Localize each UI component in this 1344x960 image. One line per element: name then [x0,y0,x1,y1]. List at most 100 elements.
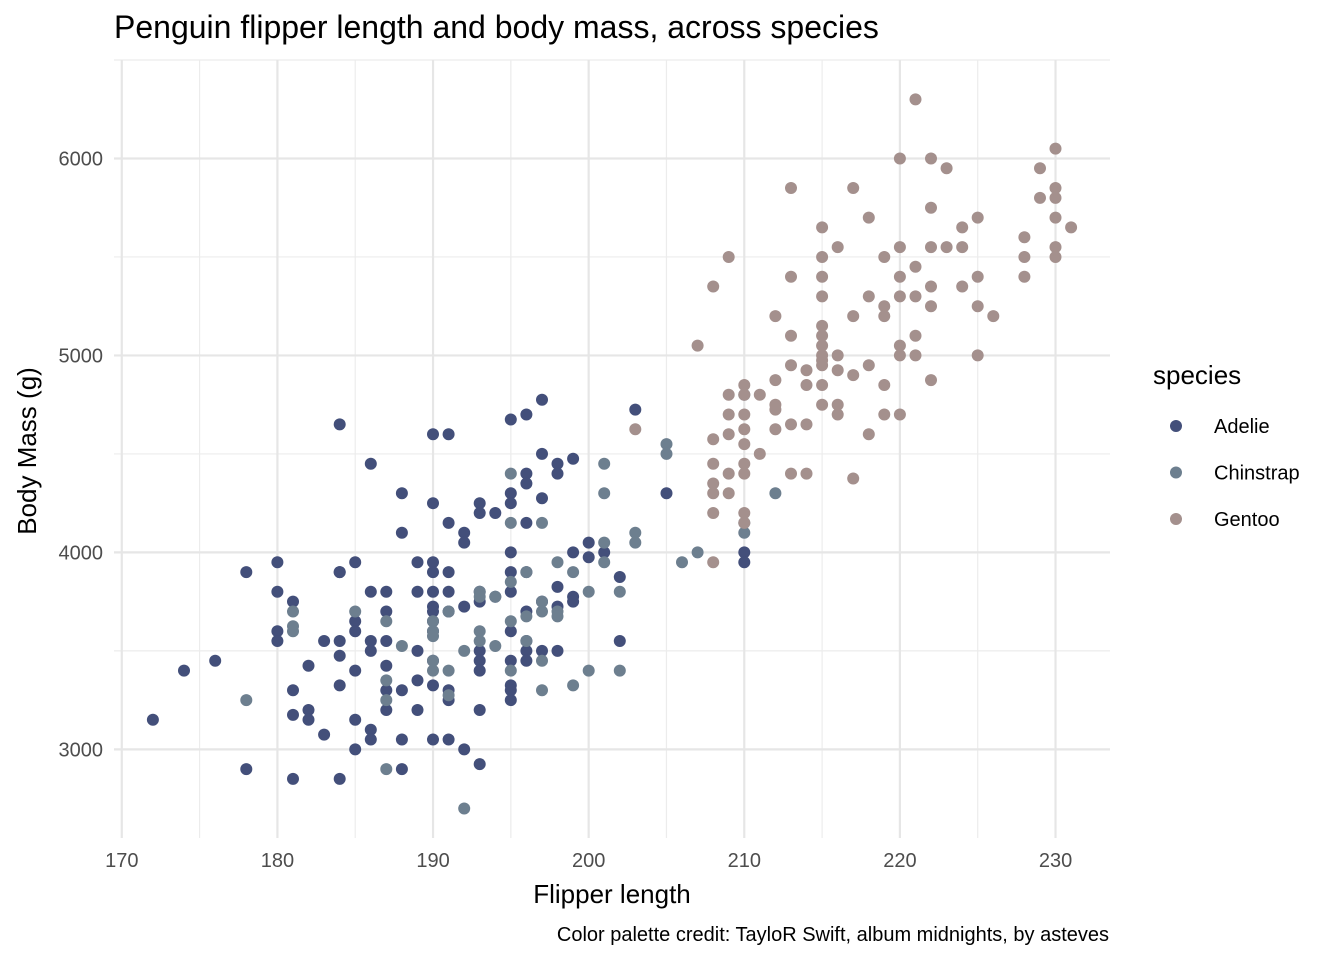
data-point [349,743,362,756]
data-point [629,536,642,549]
data-point [520,566,533,579]
data-point [427,664,439,677]
data-point [536,393,548,406]
data-point [504,625,517,638]
y-tick-label: 6000 [59,148,104,170]
data-point [893,152,906,165]
data-point [785,467,797,480]
data-point [427,585,439,598]
data-point [536,595,548,608]
data-point [598,556,611,569]
data-point [520,467,533,480]
data-point [567,452,580,465]
data-point [1065,221,1078,234]
data-point [925,300,937,313]
data-point [271,625,284,638]
data-point [536,684,548,697]
data-point [271,585,284,598]
data-point [504,684,517,697]
data-point [816,379,829,391]
data-point [520,635,533,647]
data-point [427,615,439,628]
data-point [395,684,408,697]
data-point [738,546,751,559]
data-point [878,310,891,323]
data-point [287,772,299,785]
data-point [287,605,299,618]
data-point [598,487,611,500]
data-point [676,556,688,569]
data-point [613,664,626,677]
data-point [831,408,844,421]
data-point [1049,251,1062,263]
data-point [442,689,455,702]
legend-title: species [1153,360,1241,390]
data-point [473,664,486,677]
data-point [847,310,860,323]
data-point [473,654,486,667]
data-point [473,704,486,716]
data-point [504,546,517,559]
x-tick-label: 180 [261,850,294,872]
data-point [458,526,471,539]
data-point [333,566,346,579]
data-point [473,635,486,647]
x-tick-label: 230 [1039,850,1072,872]
chart-title: Penguin flipper length and body mass, ac… [114,9,879,45]
data-point [489,590,502,603]
data-point [909,260,922,273]
data-point [878,300,891,313]
series-adelie [146,393,751,785]
data-point [349,625,362,638]
data-point [504,487,517,500]
data-point [504,413,517,426]
data-point [146,713,159,726]
data-point [738,438,751,451]
data-point [707,433,720,446]
data-point [364,457,377,470]
data-point [380,694,393,707]
data-point [785,329,797,342]
data-point [504,566,517,579]
data-point [831,398,844,411]
major-gridlines [114,60,1110,838]
data-point [504,585,517,598]
data-point [707,457,720,470]
data-point [738,388,751,401]
data-point [753,447,766,460]
data-point [395,526,408,539]
data-point [520,610,533,623]
series-gentoo [629,93,1078,569]
data-point [785,270,797,283]
data-point [909,329,922,342]
data-point [598,457,611,470]
x-tick-label: 170 [105,850,138,872]
data-point [302,713,315,726]
data-point [1034,191,1046,204]
data-point [536,447,548,460]
data-point [878,251,891,263]
data-point [722,467,735,480]
data-point [427,654,439,667]
data-point [925,374,937,387]
data-point [473,625,486,638]
data-point [240,694,253,707]
data-point [956,280,969,293]
data-point [504,516,517,529]
data-point [987,310,1000,323]
data-point [1018,270,1031,283]
data-point [785,418,797,431]
caption: Color palette credit: TayloR Swift, albu… [557,924,1109,946]
data-point [785,359,797,372]
data-point [1049,182,1062,194]
data-point [971,270,984,283]
data-point [1018,251,1031,263]
data-point [925,241,937,254]
data-point [816,251,829,263]
data-point [427,566,439,579]
data-point [427,556,439,569]
data-point [442,428,455,441]
data-point [582,551,595,564]
data-point [1049,142,1062,155]
